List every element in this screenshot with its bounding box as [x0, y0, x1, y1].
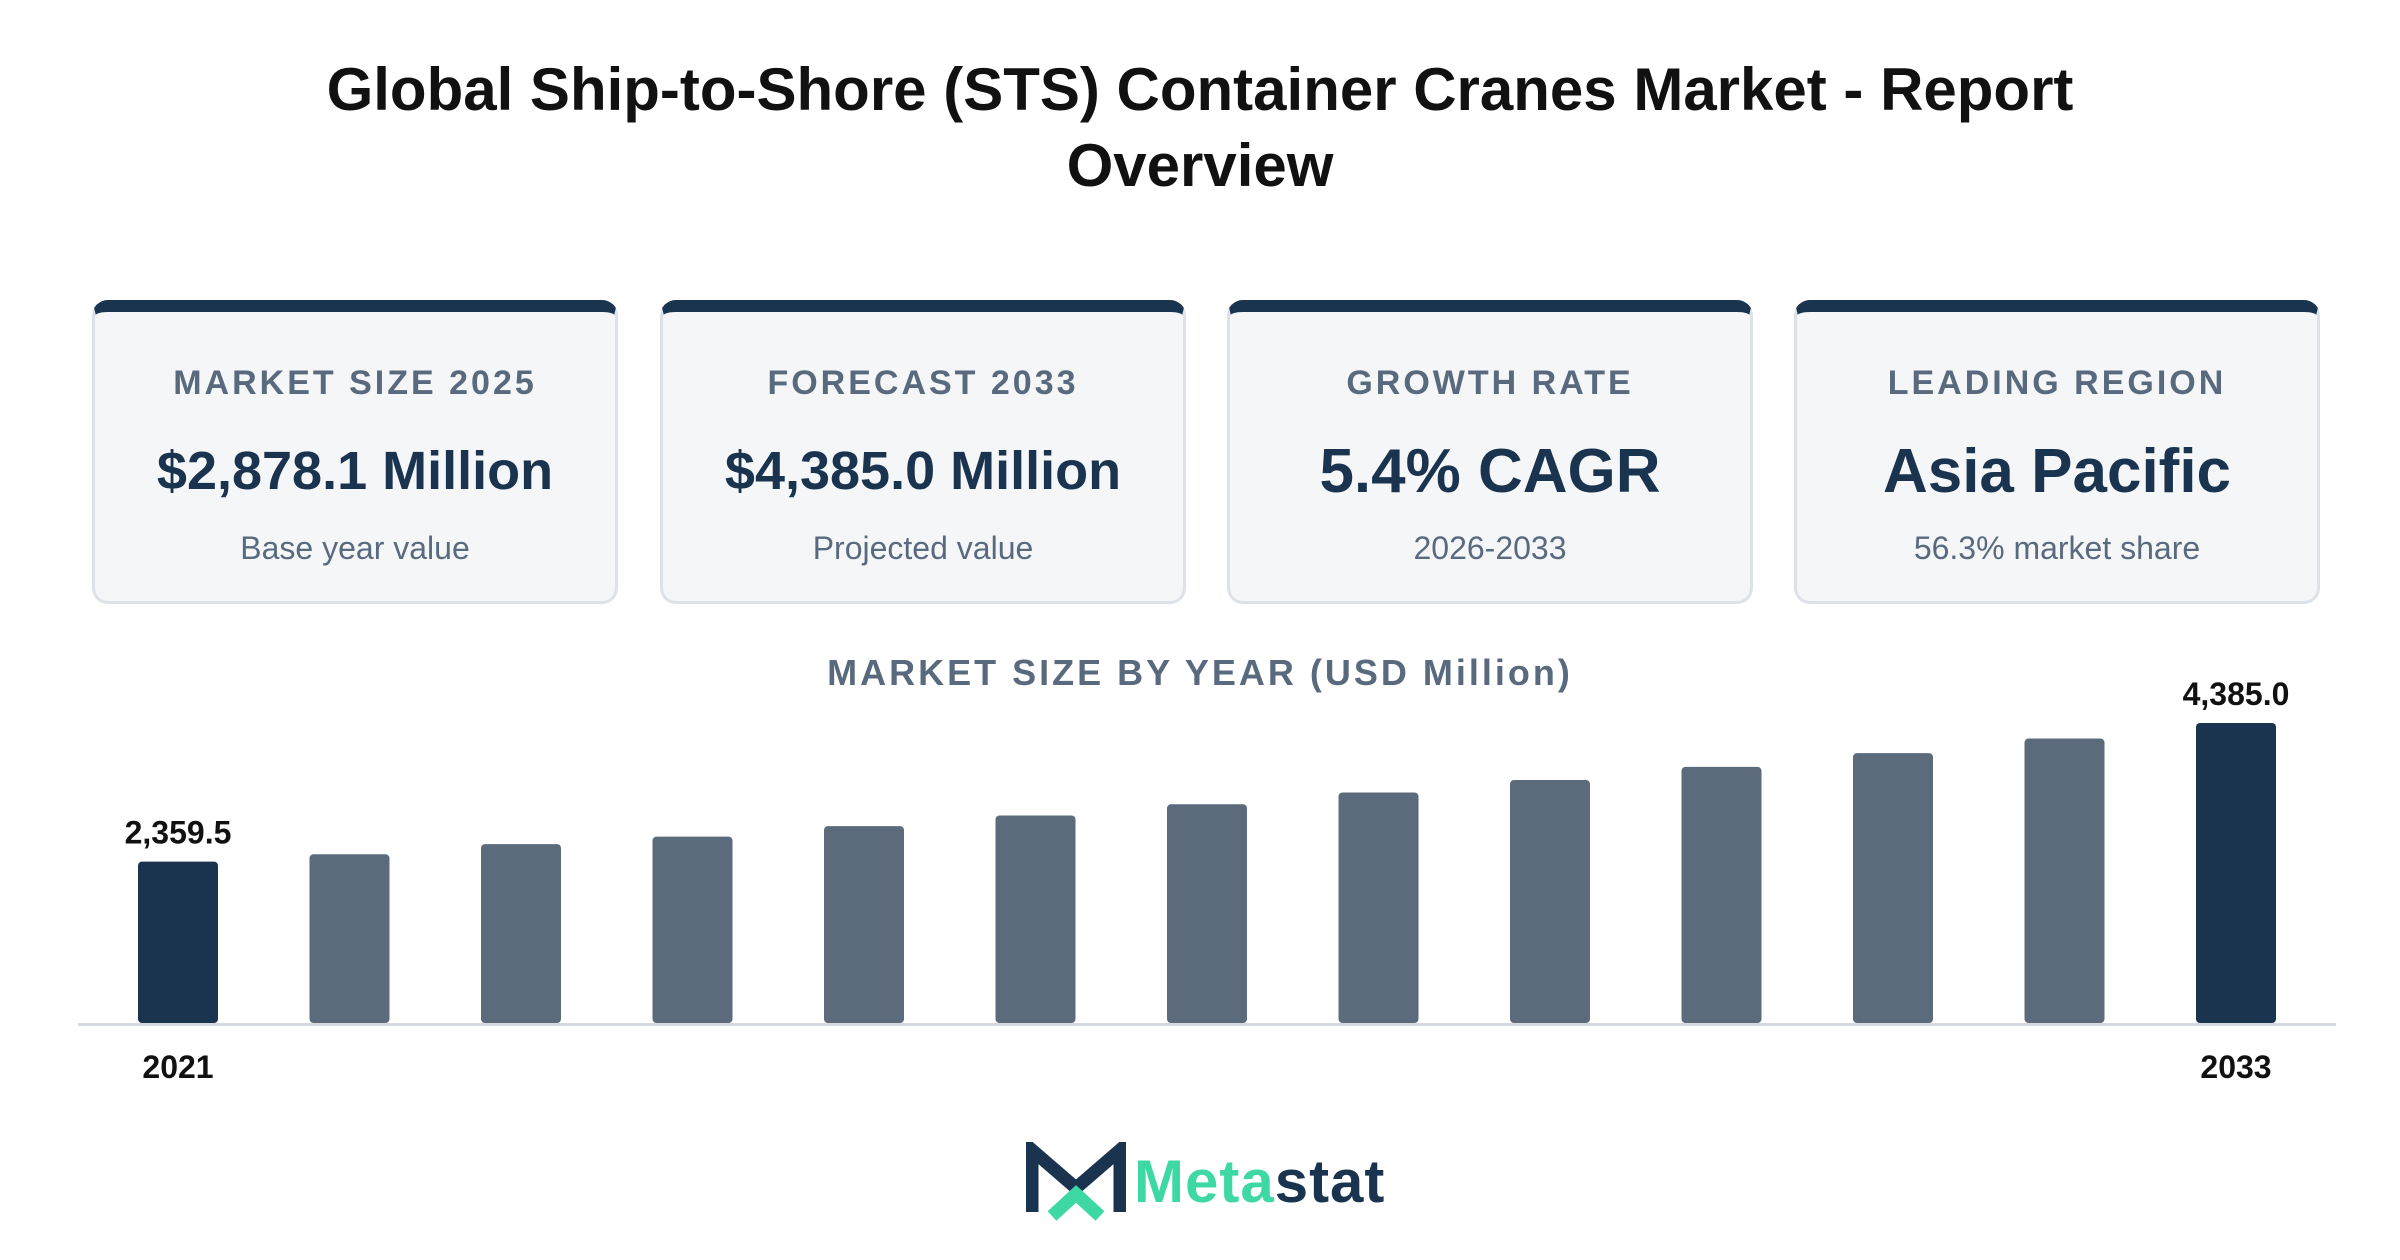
bar-2033 [2196, 723, 2276, 1023]
page-title: Global Ship-to-Shore (STS) Container Cra… [326, 56, 2074, 199]
bar-2022 [309, 854, 390, 1023]
bar-2026 [995, 815, 1076, 1023]
bar-2032 [2024, 738, 2105, 1023]
bar-2031 [1853, 753, 1933, 1023]
summary-cards: MARKET SIZE 2025 $2,878.1 Million Base y… [92, 300, 2322, 604]
market-size-bar-chart: 2,359.5 4,385.0 2021 2033 [78, 676, 2336, 1085]
bar-2023 [481, 844, 561, 1023]
card-growth-rate: GROWTH RATE 5.4% CAGR 2026-2033 [1227, 300, 1753, 604]
card-label: FORECAST 2033 [767, 364, 1079, 402]
value-label-2021: 2,359.5 [125, 815, 232, 851]
chart-title: MARKET SIZE BY YEAR (USD Million) [827, 652, 1573, 693]
bar-2027 [1167, 804, 1247, 1023]
metastat-logo: Metastat [1026, 1142, 1396, 1222]
card-subtitle: Projected value [812, 530, 1034, 566]
card-subtitle: 56.3% market share [1913, 530, 2201, 566]
bar-2021 [138, 861, 218, 1023]
card-leading-region: LEADING REGION Asia Pacific 56.3% market… [1794, 300, 2320, 604]
logo-text-part2: stat [1274, 1148, 1386, 1215]
card-subtitle: 2026-2033 [1413, 530, 1567, 566]
card-market-size: MARKET SIZE 2025 $2,878.1 Million Base y… [92, 300, 618, 604]
card-value: 5.4% CAGR [1319, 437, 1661, 506]
card-label: GROWTH RATE [1346, 364, 1634, 402]
card-forecast: FORECAST 2033 $4,385.0 Million Projected… [660, 300, 1186, 604]
card-value: $4,385.0 Million [724, 441, 1122, 501]
bar-2024 [652, 836, 733, 1023]
bar-2030 [1681, 766, 1762, 1023]
card-label: MARKET SIZE 2025 [173, 364, 537, 402]
bar-2028 [1338, 792, 1419, 1023]
card-label: LEADING REGION [1887, 364, 2227, 402]
x-tick-label-2021: 2021 [142, 1049, 213, 1085]
card-value: Asia Pacific [1882, 437, 2232, 506]
value-label-2033: 4,385.0 [2183, 676, 2290, 712]
x-tick-label-2033: 2033 [2200, 1049, 2271, 1085]
logo-text-part1: Meta [1134, 1148, 1275, 1215]
bar-2025 [824, 826, 904, 1023]
metastat-logo-text: Metastat [1134, 1142, 1385, 1222]
card-subtitle: Base year value [240, 530, 470, 566]
card-value: $2,878.1 Million [156, 441, 554, 501]
metastat-logo-icon [1026, 1142, 1126, 1221]
bar-2029 [1510, 780, 1590, 1023]
